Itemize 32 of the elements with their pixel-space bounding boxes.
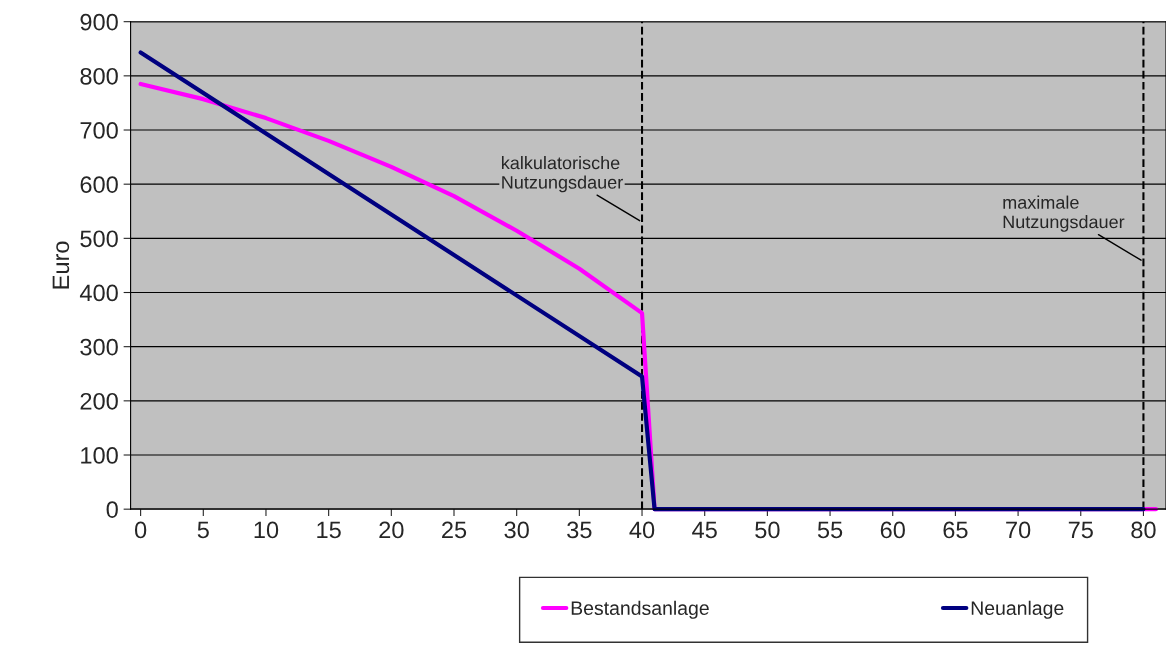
y-tick-label: 300 bbox=[80, 338, 118, 356]
y-tick-label: 0 bbox=[106, 501, 118, 518]
legend-label: Bestandsanlage bbox=[571, 600, 709, 619]
x-tick-label: 65 bbox=[943, 521, 968, 539]
y-tick-label: 100 bbox=[81, 447, 118, 464]
x-tick-label: 60 bbox=[880, 521, 905, 539]
x-tick-label: 5 bbox=[197, 521, 209, 539]
y-tick-label: 700 bbox=[80, 122, 118, 139]
x-tick-label: 30 bbox=[504, 521, 529, 539]
x-tick-label: 75 bbox=[1068, 521, 1093, 539]
y-tick-label: 400 bbox=[79, 284, 118, 302]
x-tick-label: 40 bbox=[629, 521, 655, 539]
y-tick-label: 900 bbox=[80, 13, 118, 31]
y-axis-title: Euro bbox=[52, 241, 70, 289]
y-tick-label: 600 bbox=[80, 176, 118, 193]
x-tick-label: 0 bbox=[134, 521, 147, 539]
x-tick-label: 55 bbox=[817, 521, 843, 539]
x-tick-label: 50 bbox=[755, 521, 780, 539]
y-tick-label: 800 bbox=[80, 67, 118, 85]
x-tick-label: 10 bbox=[254, 521, 279, 539]
x-tick-label: 80 bbox=[1131, 521, 1156, 539]
x-tick-label: 35 bbox=[567, 521, 592, 539]
x-tick-label: 20 bbox=[379, 521, 404, 539]
y-tick-label: 200 bbox=[80, 392, 118, 410]
x-tick-label: 15 bbox=[317, 521, 341, 539]
annotation: maximale Nutzungsdauer bbox=[1003, 195, 1125, 232]
x-tick-label: 45 bbox=[692, 521, 717, 539]
x-tick-label: 25 bbox=[442, 521, 467, 539]
legend-label: Neuanlage bbox=[971, 600, 1064, 619]
annotation: kalkulatorische Nutzungsdauer bbox=[501, 156, 623, 193]
y-tick-label: 500 bbox=[80, 230, 118, 248]
x-tick-label: 70 bbox=[1006, 521, 1031, 539]
